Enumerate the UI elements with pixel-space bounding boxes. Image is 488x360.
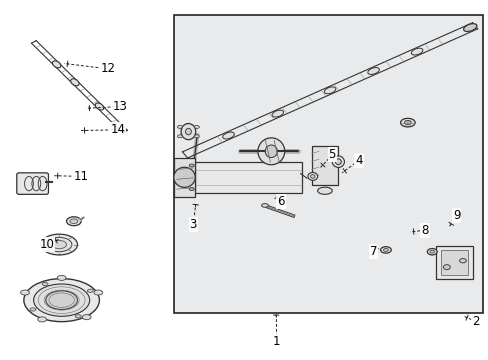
Bar — [173, 15, 483, 313]
Text: 7: 7 — [369, 245, 377, 258]
Text: 12: 12 — [100, 62, 115, 75]
Ellipse shape — [404, 121, 410, 125]
Text: 9: 9 — [452, 210, 459, 222]
Bar — [194, 162, 302, 193]
Ellipse shape — [52, 240, 66, 249]
Ellipse shape — [46, 291, 77, 310]
Ellipse shape — [264, 145, 277, 158]
Ellipse shape — [52, 61, 61, 68]
Ellipse shape — [42, 282, 48, 285]
Ellipse shape — [317, 187, 331, 194]
Ellipse shape — [335, 159, 341, 165]
Ellipse shape — [57, 275, 66, 280]
Ellipse shape — [427, 248, 436, 255]
Ellipse shape — [443, 265, 449, 270]
Text: 14: 14 — [110, 123, 125, 136]
Ellipse shape — [310, 175, 314, 178]
Ellipse shape — [271, 110, 283, 117]
Text: 2: 2 — [471, 315, 479, 328]
Ellipse shape — [177, 135, 182, 138]
Text: 4: 4 — [355, 154, 362, 167]
Text: 13: 13 — [113, 100, 127, 113]
Text: 1: 1 — [272, 335, 279, 348]
Ellipse shape — [95, 103, 103, 110]
Ellipse shape — [463, 24, 476, 32]
Ellipse shape — [324, 87, 335, 94]
Bar — [174, 158, 194, 197]
Ellipse shape — [261, 204, 268, 207]
Ellipse shape — [173, 167, 195, 187]
Ellipse shape — [194, 126, 199, 129]
FancyBboxPatch shape — [17, 173, 48, 194]
Ellipse shape — [367, 68, 379, 75]
Ellipse shape — [400, 118, 414, 127]
Ellipse shape — [410, 48, 422, 55]
Ellipse shape — [185, 129, 191, 135]
Ellipse shape — [71, 79, 79, 86]
Ellipse shape — [30, 308, 36, 311]
Ellipse shape — [181, 123, 195, 140]
Text: 10: 10 — [40, 238, 54, 251]
Ellipse shape — [87, 289, 93, 292]
Ellipse shape — [94, 290, 102, 295]
Ellipse shape — [38, 317, 46, 322]
Ellipse shape — [194, 135, 199, 138]
Ellipse shape — [20, 290, 29, 295]
Text: 6: 6 — [277, 195, 284, 208]
Ellipse shape — [75, 315, 81, 318]
Ellipse shape — [383, 248, 387, 251]
Ellipse shape — [307, 172, 317, 180]
Text: 11: 11 — [74, 170, 88, 183]
Ellipse shape — [189, 164, 194, 167]
Ellipse shape — [459, 258, 466, 263]
Text: 5: 5 — [328, 148, 335, 161]
Ellipse shape — [189, 188, 194, 190]
Ellipse shape — [24, 279, 99, 321]
Ellipse shape — [257, 138, 284, 165]
Bar — [311, 146, 338, 185]
Ellipse shape — [70, 219, 78, 224]
Bar — [435, 246, 472, 279]
Ellipse shape — [380, 247, 390, 253]
Ellipse shape — [82, 315, 91, 320]
Ellipse shape — [223, 132, 234, 139]
Text: 3: 3 — [189, 218, 197, 231]
Ellipse shape — [41, 234, 77, 255]
Ellipse shape — [34, 284, 89, 316]
Text: 8: 8 — [420, 224, 427, 237]
Bar — [440, 250, 467, 275]
Ellipse shape — [46, 237, 72, 252]
Ellipse shape — [429, 250, 433, 253]
Ellipse shape — [66, 217, 81, 226]
Ellipse shape — [331, 156, 344, 167]
Ellipse shape — [177, 126, 182, 129]
